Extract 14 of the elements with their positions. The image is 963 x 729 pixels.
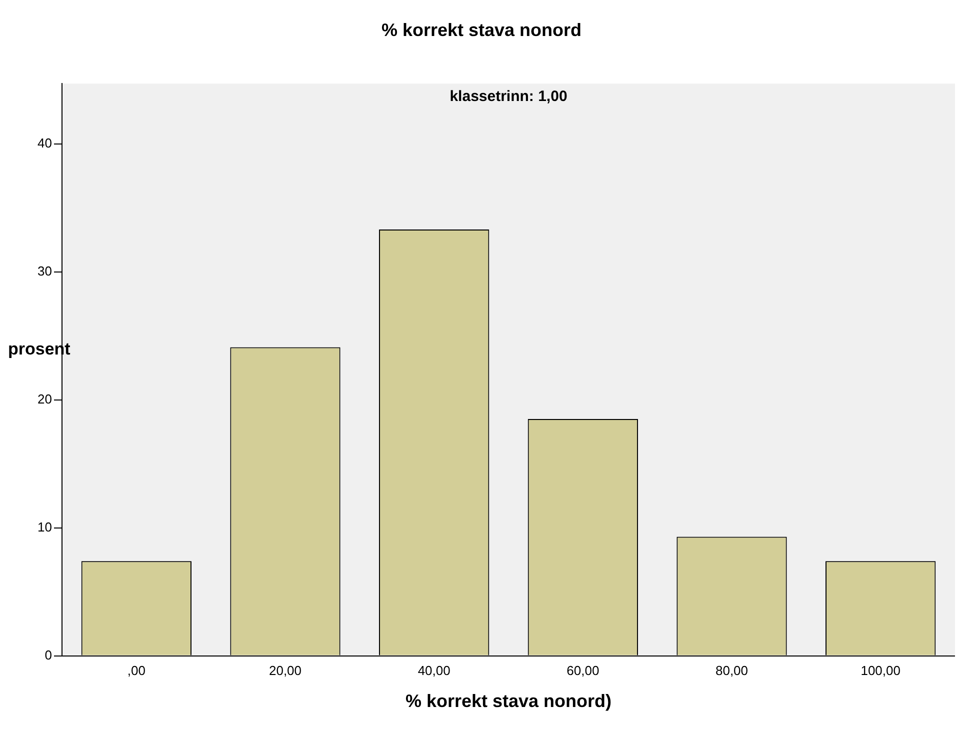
x-axis-title: % korrekt stava nonord) [405,691,612,712]
x-tick-label: 20,00 [268,663,302,678]
x-tick-label: 40,00 [418,663,450,678]
y-tick-label: 40 [38,135,52,150]
x-tick-label: 100,00 [860,663,900,678]
y-tick-label: 0 [44,647,52,662]
y-tick-label: 10 [38,519,52,534]
x-tick-label: ,00 [127,663,146,678]
y-tick-label: 30 [38,263,52,278]
x-tick-label: 80,00 [715,663,748,678]
x-tick-label: 60,00 [566,663,600,678]
y-tick-label: 20 [38,391,52,406]
annotation: klassetrinn: 1,00 [450,88,568,106]
chart-title: % korrekt stava nonord [381,20,582,40]
